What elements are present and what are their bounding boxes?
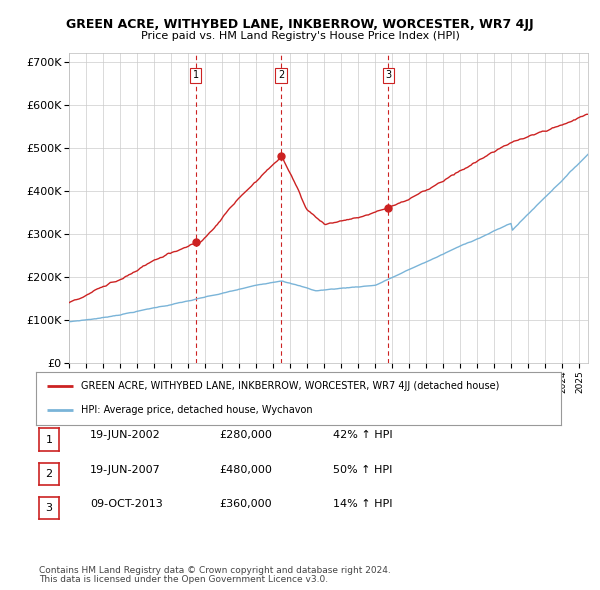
Text: 3: 3 bbox=[385, 70, 391, 80]
Text: GREEN ACRE, WITHYBED LANE, INKBERROW, WORCESTER, WR7 4JJ: GREEN ACRE, WITHYBED LANE, INKBERROW, WO… bbox=[66, 18, 534, 31]
Text: Contains HM Land Registry data © Crown copyright and database right 2024.: Contains HM Land Registry data © Crown c… bbox=[39, 566, 391, 575]
Text: 2: 2 bbox=[46, 469, 52, 478]
Text: This data is licensed under the Open Government Licence v3.0.: This data is licensed under the Open Gov… bbox=[39, 575, 328, 584]
Text: 1: 1 bbox=[46, 435, 52, 444]
Text: 19-JUN-2002: 19-JUN-2002 bbox=[90, 431, 161, 440]
Text: £280,000: £280,000 bbox=[219, 431, 272, 440]
Text: 2: 2 bbox=[278, 70, 284, 80]
Text: 1: 1 bbox=[193, 70, 199, 80]
Text: 09-OCT-2013: 09-OCT-2013 bbox=[90, 499, 163, 509]
Text: £480,000: £480,000 bbox=[219, 465, 272, 474]
Text: HPI: Average price, detached house, Wychavon: HPI: Average price, detached house, Wych… bbox=[80, 405, 312, 415]
Text: GREEN ACRE, WITHYBED LANE, INKBERROW, WORCESTER, WR7 4JJ (detached house): GREEN ACRE, WITHYBED LANE, INKBERROW, WO… bbox=[80, 381, 499, 391]
Text: 14% ↑ HPI: 14% ↑ HPI bbox=[333, 499, 392, 509]
Text: £360,000: £360,000 bbox=[219, 499, 272, 509]
Text: Price paid vs. HM Land Registry's House Price Index (HPI): Price paid vs. HM Land Registry's House … bbox=[140, 31, 460, 41]
Text: 3: 3 bbox=[46, 503, 52, 513]
Text: 50% ↑ HPI: 50% ↑ HPI bbox=[333, 465, 392, 474]
Text: 42% ↑ HPI: 42% ↑ HPI bbox=[333, 431, 392, 440]
Text: 19-JUN-2007: 19-JUN-2007 bbox=[90, 465, 161, 474]
